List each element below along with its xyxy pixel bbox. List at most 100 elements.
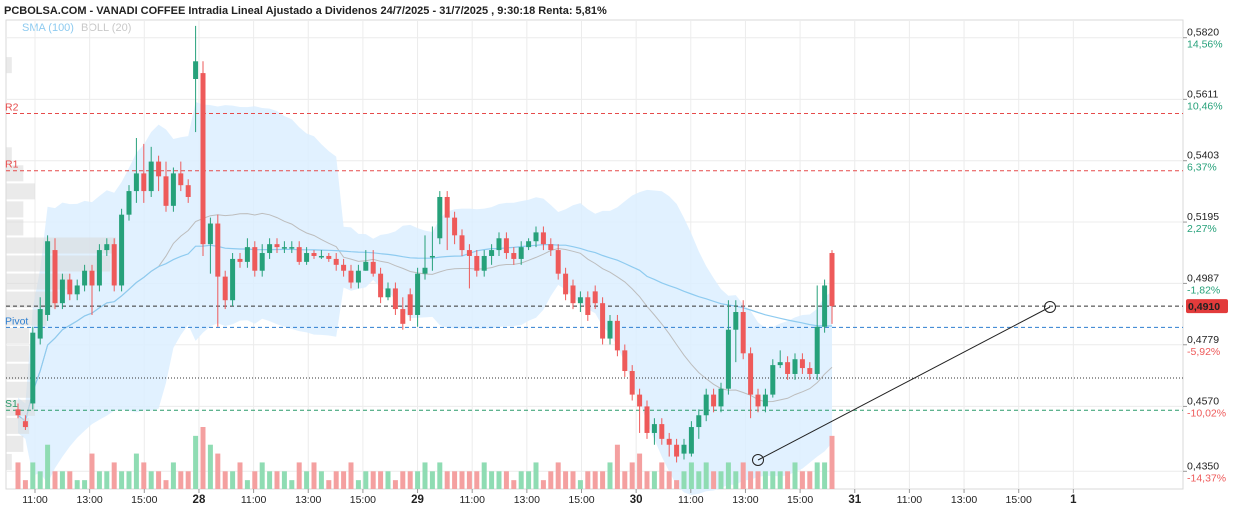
candle-body bbox=[289, 247, 295, 249]
volume-bar bbox=[222, 471, 228, 489]
candle-body bbox=[193, 61, 199, 79]
time-tick-label: 15:00 bbox=[350, 494, 376, 506]
candle-body bbox=[785, 362, 791, 374]
level-label-pivot: Pivot bbox=[5, 315, 28, 327]
volume-bar bbox=[496, 471, 502, 489]
candle-body bbox=[755, 394, 761, 407]
volume-bar bbox=[651, 471, 657, 489]
candle-body bbox=[259, 253, 265, 271]
candle-body bbox=[814, 326, 820, 374]
candle-body bbox=[378, 273, 384, 298]
time-tick-label: 11:00 bbox=[897, 494, 923, 506]
time-tick-label: 15:00 bbox=[1006, 494, 1032, 506]
volume-bar bbox=[185, 471, 191, 489]
percent-tick-label: -10,02% bbox=[1187, 407, 1226, 419]
volume-bar bbox=[207, 444, 213, 489]
volume-bar bbox=[237, 462, 243, 489]
volume-bar bbox=[540, 480, 546, 489]
candle-body bbox=[274, 244, 280, 248]
day-label: 1 bbox=[1070, 494, 1077, 506]
volume-bar bbox=[681, 471, 687, 489]
volume-bar bbox=[348, 462, 354, 489]
volume-bar bbox=[385, 471, 391, 489]
candle-body bbox=[762, 394, 768, 407]
candle-body bbox=[22, 421, 28, 428]
volume-bar bbox=[304, 471, 310, 489]
candle-body bbox=[607, 320, 613, 339]
trendline-drawing[interactable] bbox=[752, 301, 1056, 466]
candle-body bbox=[570, 285, 576, 304]
candle-body bbox=[748, 353, 754, 395]
price-tick-label: 0,4987 bbox=[1187, 272, 1219, 284]
candle-body bbox=[614, 320, 620, 351]
volume-bar bbox=[96, 471, 102, 489]
volume-bar bbox=[170, 462, 176, 489]
candle-body bbox=[533, 232, 539, 242]
candle-body bbox=[126, 191, 132, 215]
volume-bars bbox=[15, 427, 835, 489]
volume-bar bbox=[156, 471, 162, 489]
candle-body bbox=[45, 241, 51, 315]
candle-body bbox=[511, 253, 517, 259]
volume-bar bbox=[814, 462, 820, 489]
volume-bar bbox=[311, 462, 317, 489]
time-tick-label: 13:00 bbox=[295, 494, 321, 506]
candle-body bbox=[577, 297, 583, 304]
volume-profile-bar bbox=[6, 291, 59, 308]
candle-body bbox=[267, 244, 273, 254]
time-tick-label: 11:00 bbox=[241, 494, 267, 506]
candle-body bbox=[526, 241, 532, 248]
volume-bar bbox=[289, 480, 295, 489]
candles[interactable] bbox=[15, 25, 835, 463]
day-label: 31 bbox=[848, 494, 861, 506]
price-tick-label: 0,5611 bbox=[1187, 88, 1218, 100]
trendline-start-handle bbox=[752, 454, 764, 466]
candle-body bbox=[592, 291, 598, 304]
volume-bar bbox=[511, 480, 517, 489]
candle-body bbox=[185, 185, 191, 197]
volume-bar bbox=[452, 471, 458, 489]
candle-body bbox=[489, 250, 495, 256]
candle-body bbox=[674, 444, 680, 457]
candle-body bbox=[799, 359, 805, 369]
volume-bar bbox=[711, 471, 717, 489]
candle-body bbox=[170, 173, 176, 206]
volume-bar bbox=[577, 480, 583, 489]
candle-body bbox=[688, 427, 694, 454]
volume-bar bbox=[644, 471, 650, 489]
volume-bar bbox=[274, 471, 280, 489]
price-tick-label: 0,4570 bbox=[1187, 395, 1219, 407]
volume-bar bbox=[829, 435, 835, 489]
volume-bar bbox=[378, 471, 384, 489]
candle-body bbox=[96, 250, 102, 286]
volume-bar bbox=[570, 471, 576, 489]
volume-bar bbox=[740, 462, 746, 489]
time-tick-label: 15:00 bbox=[131, 494, 157, 506]
trendline-end-handle bbox=[1044, 301, 1056, 313]
candle-body bbox=[503, 238, 509, 254]
time-tick-label: 13:00 bbox=[77, 494, 103, 506]
candle-body bbox=[496, 238, 502, 251]
volume-bar bbox=[370, 471, 376, 489]
volume-profile-bar bbox=[6, 201, 24, 218]
level-label-s1: S1 bbox=[5, 398, 18, 410]
volume-bar bbox=[799, 471, 805, 489]
day-label: 29 bbox=[411, 494, 424, 506]
candle-body bbox=[725, 329, 731, 389]
volume-bar bbox=[193, 435, 199, 489]
volume-bar bbox=[59, 471, 65, 489]
volume-profile-bar bbox=[6, 165, 24, 182]
legend-boll[interactable]: BOLL (20) bbox=[81, 22, 132, 34]
volume-bar bbox=[437, 462, 443, 489]
candle-body bbox=[429, 255, 435, 258]
volume-bar bbox=[688, 462, 694, 489]
candle-body bbox=[540, 232, 546, 245]
volume-bar bbox=[318, 471, 324, 489]
candle-body bbox=[740, 312, 746, 354]
volume-bar bbox=[400, 471, 406, 489]
volume-bar bbox=[133, 453, 139, 489]
volume-profile-bar bbox=[6, 309, 47, 326]
candle-body bbox=[474, 255, 480, 271]
